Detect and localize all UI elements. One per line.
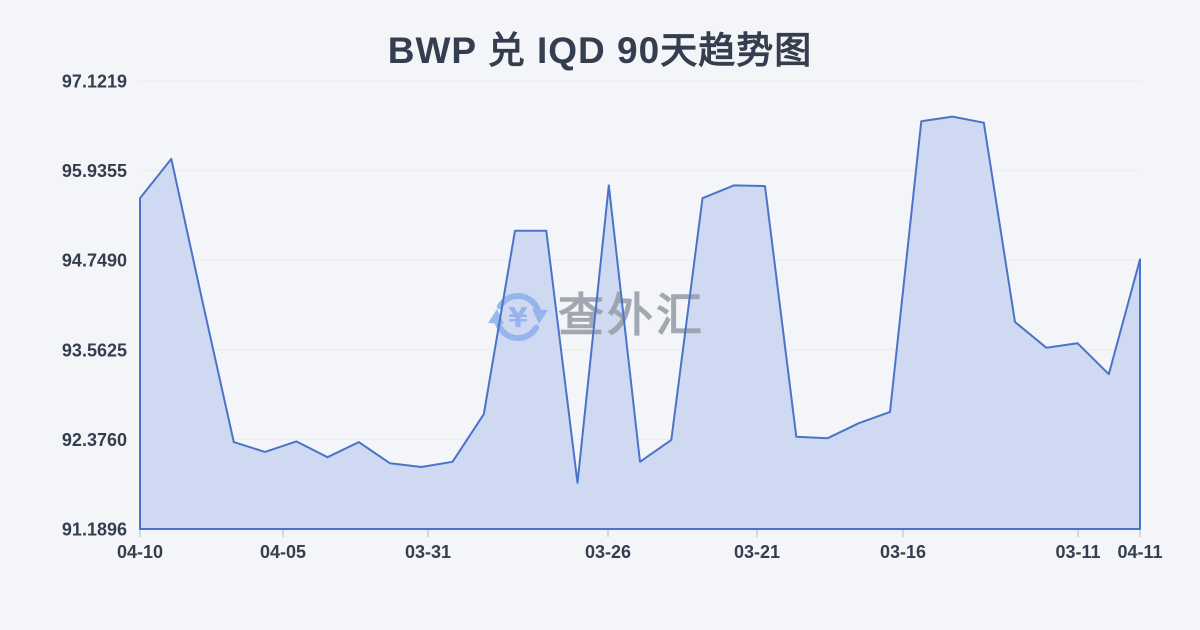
chart-title: BWP 兑 IQD 90天趋势图 xyxy=(387,30,813,71)
x-axis-labels: 04-10 04-05 03-31 03-26 03-21 03-16 03-11 04-11 xyxy=(117,542,1163,562)
yen-symbol: ¥ xyxy=(508,301,528,334)
x-axis-label: 03-26 xyxy=(585,542,631,562)
y-axis-label: 97.1219 xyxy=(62,72,127,92)
y-axis-labels: 97.1219 95.9355 94.7490 93.5625 92.3760 91.18… xyxy=(62,72,127,540)
x-axis-label: 03-31 xyxy=(405,542,451,562)
watermark-text: 查外汇 xyxy=(558,289,705,341)
y-axis-label: 95.9355 xyxy=(62,161,127,181)
x-axis-label: 04-10 xyxy=(117,542,163,562)
x-axis-label: 03-21 xyxy=(734,542,780,562)
trend-line xyxy=(139,115,1141,530)
area-fill xyxy=(140,116,1140,529)
y-axis-label: 91.1896 xyxy=(62,520,127,540)
y-axis-label: 94.7490 xyxy=(62,251,127,271)
refresh-arrowhead-right xyxy=(532,309,548,324)
y-axis-label: 93.5625 xyxy=(62,340,127,360)
y-axis-label: 92.3760 xyxy=(62,430,127,450)
x-axis-label: 03-16 xyxy=(880,542,926,562)
x-axis-label: 04-11 xyxy=(1117,542,1162,562)
x-axis-label: 03-11 xyxy=(1055,542,1100,562)
x-axis-ticks xyxy=(139,530,1141,537)
x-axis-label: 04-05 xyxy=(260,542,306,562)
